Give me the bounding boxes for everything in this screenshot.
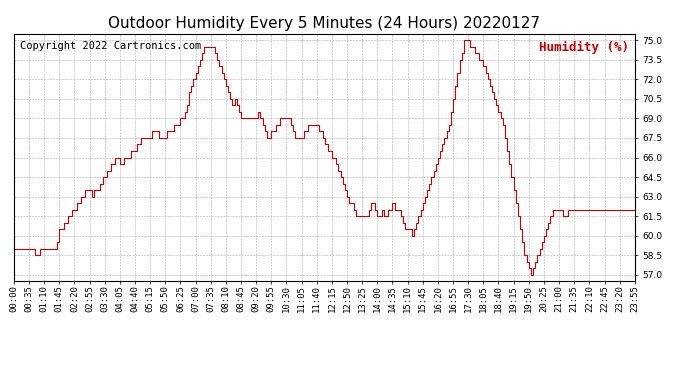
Text: Humidity (%): Humidity (%)	[539, 41, 629, 54]
Text: Copyright 2022 Cartronics.com: Copyright 2022 Cartronics.com	[20, 41, 201, 51]
Title: Outdoor Humidity Every 5 Minutes (24 Hours) 20220127: Outdoor Humidity Every 5 Minutes (24 Hou…	[108, 16, 540, 31]
